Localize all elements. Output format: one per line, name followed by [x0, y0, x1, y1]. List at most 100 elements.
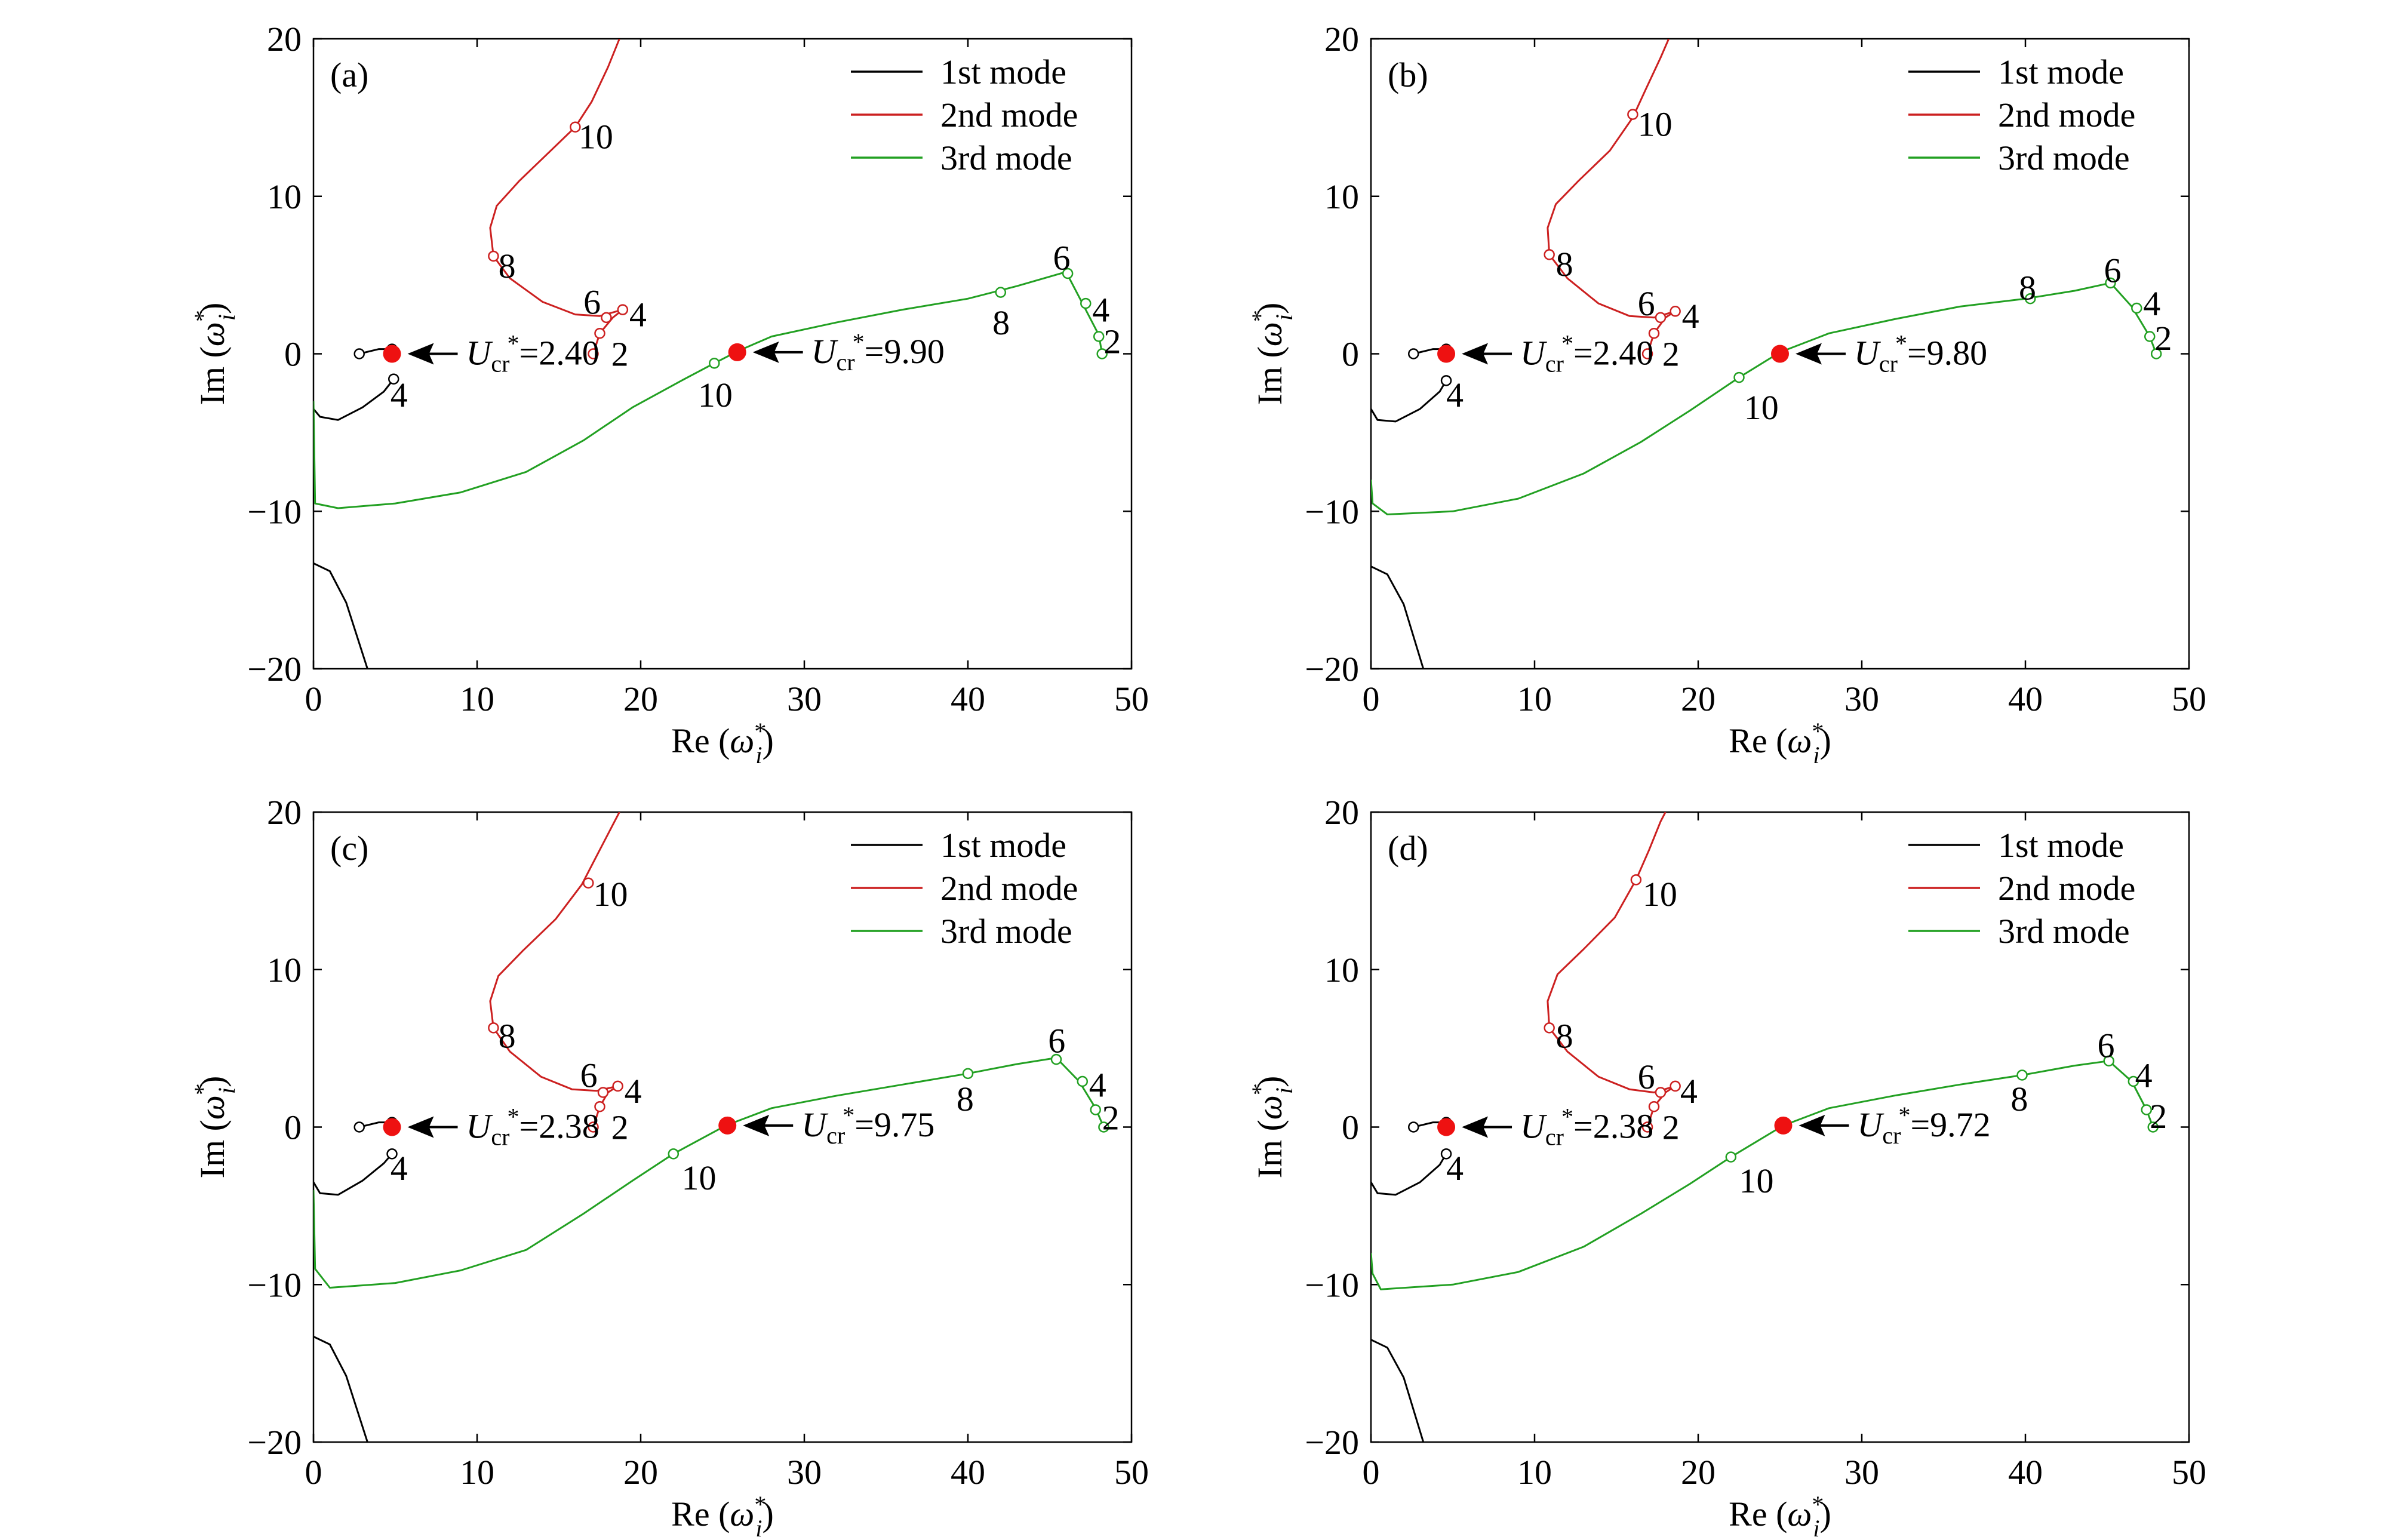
point-annotation: 2 — [611, 1108, 629, 1147]
series-1-line — [313, 1153, 393, 1196]
point-annotation: 8 — [992, 303, 1010, 342]
series-3-marker — [2103, 1055, 2114, 1066]
point-annotation: 6 — [583, 282, 601, 321]
series-1-line — [1371, 565, 1425, 669]
x-tick-label: 50 — [2172, 1453, 2206, 1492]
critical-point — [1771, 345, 1789, 363]
x-axis-title: Re (ω* i) — [1729, 1491, 1831, 1540]
legend-label: 1st mode — [940, 53, 1066, 91]
series-1-marker — [1440, 375, 1452, 386]
y-axis-title: Im (ω*i) — [1247, 1076, 1298, 1179]
point-annotation: 8 — [499, 247, 516, 285]
series-2-marker — [594, 327, 605, 339]
series-3-marker — [962, 1068, 974, 1080]
point-annotation: 2 — [1662, 1108, 1680, 1147]
arrow-head — [407, 1116, 434, 1138]
series-2-line — [1547, 812, 1676, 1093]
x-tick-label: 0 — [305, 1453, 322, 1492]
series-1-line — [1371, 1339, 1425, 1442]
point-annotation: 4 — [1089, 1065, 1106, 1104]
point-annotation: 2 — [1102, 1099, 1120, 1138]
legend-label: 3rd mode — [1998, 912, 2130, 951]
series-2-marker — [488, 250, 499, 262]
ucr-value: =2.38 — [1573, 1107, 1653, 1146]
arrow-head — [1796, 343, 1822, 365]
x-axis-title: Re (ω* i) — [1729, 718, 1831, 769]
series-1-line — [313, 1335, 368, 1442]
series-2-marker — [594, 1101, 605, 1112]
series-3-marker — [2144, 331, 2156, 342]
series-2-marker — [1648, 1101, 1660, 1112]
panel-label: (c) — [330, 829, 368, 868]
x-tick-label: 30 — [1844, 1453, 1879, 1492]
x-tick-label: 40 — [951, 1453, 985, 1492]
series-2-marker — [1648, 327, 1660, 339]
x-tick-label: 10 — [1517, 680, 1552, 718]
y-tick-label: −10 — [247, 1265, 302, 1304]
point-annotation: 10 — [594, 875, 628, 914]
series-2-marker — [617, 304, 629, 315]
arrow-head — [407, 343, 434, 365]
arrow-head — [1798, 1114, 1825, 1136]
point-annotation: 6 — [1638, 1058, 1655, 1096]
point-annotation: 6 — [1048, 1021, 1065, 1060]
series-3-marker — [2105, 277, 2116, 289]
y-tick-label: −20 — [1305, 1423, 1359, 1462]
x-tick-label: 20 — [623, 680, 658, 718]
legend-label: 1st mode — [1998, 53, 2124, 91]
ucr-value: =9.90 — [865, 332, 945, 371]
series-2-marker — [1544, 249, 1555, 260]
critical-point — [718, 1116, 737, 1135]
point-annotation: 6 — [1638, 284, 1655, 323]
series-1-marker — [386, 1148, 398, 1160]
y-tick-label: 10 — [1324, 177, 1359, 216]
series-3-marker — [1050, 1053, 1062, 1065]
x-tick-label: 40 — [2008, 1453, 2043, 1492]
series-2-marker — [588, 348, 599, 359]
point-annotation: 4 — [2143, 284, 2160, 323]
panel-label: (b) — [1388, 56, 1428, 94]
panel-label: (d) — [1388, 829, 1428, 868]
x-tick-label: 50 — [1114, 680, 1149, 718]
y-axis-title: Im (ω*i) — [1247, 303, 1298, 405]
legend-label: 3rd mode — [940, 912, 1072, 951]
series-2-marker — [588, 1121, 599, 1133]
series-3-marker — [1725, 1151, 1737, 1163]
series-3-marker — [2150, 348, 2162, 359]
x-tick-label: 10 — [460, 680, 494, 718]
chart-panel-c: 0 10 20 30 40 50 20 10 0 −10 −20 Re (ω* i) Im (ω*i) (c… — [189, 793, 1149, 1540]
series-3-marker — [668, 1148, 680, 1160]
ucr-label: Ucr*=2.40 — [1520, 330, 1653, 377]
point-annotation: 2 — [1662, 335, 1680, 374]
series-2-marker — [1630, 874, 1642, 886]
series-1-marker — [353, 1121, 365, 1133]
point-annotation: 4 — [1446, 376, 1464, 414]
ucr-value: =9.72 — [1910, 1105, 1990, 1144]
arrow-head — [1462, 1116, 1489, 1138]
critical-point — [383, 345, 401, 363]
y-tick-label: −10 — [1305, 1265, 1359, 1304]
point-annotation: 4 — [629, 296, 647, 334]
point-annotation: 4 — [2135, 1056, 2153, 1095]
ucr-value: =2.40 — [1573, 334, 1653, 373]
series-1-line — [313, 378, 395, 421]
ucr-label: Ucr*=9.80 — [1854, 330, 1987, 377]
point-annotation: 4 — [1680, 1072, 1698, 1111]
ucr-value: =9.80 — [1907, 334, 1987, 373]
x-tick-label: 50 — [2172, 680, 2206, 718]
legend-label: 2nd mode — [1998, 869, 2135, 908]
critical-point — [383, 1118, 401, 1136]
series-3-marker — [2141, 1104, 2153, 1115]
y-tick-label: 0 — [284, 1108, 302, 1147]
x-tick-label: 40 — [951, 680, 985, 718]
y-tick-label: −20 — [247, 1423, 302, 1462]
y-tick-label: 0 — [1342, 1108, 1359, 1147]
critical-point — [1774, 1116, 1793, 1135]
series-2-marker — [601, 312, 612, 324]
point-annotation: 2 — [1103, 322, 1121, 361]
point-annotation: 10 — [1744, 388, 1779, 427]
critical-point — [728, 343, 746, 361]
ucr-value: =9.75 — [854, 1105, 934, 1144]
series-1-marker — [1440, 1148, 1452, 1160]
series-2-line — [1646, 1085, 1676, 1127]
